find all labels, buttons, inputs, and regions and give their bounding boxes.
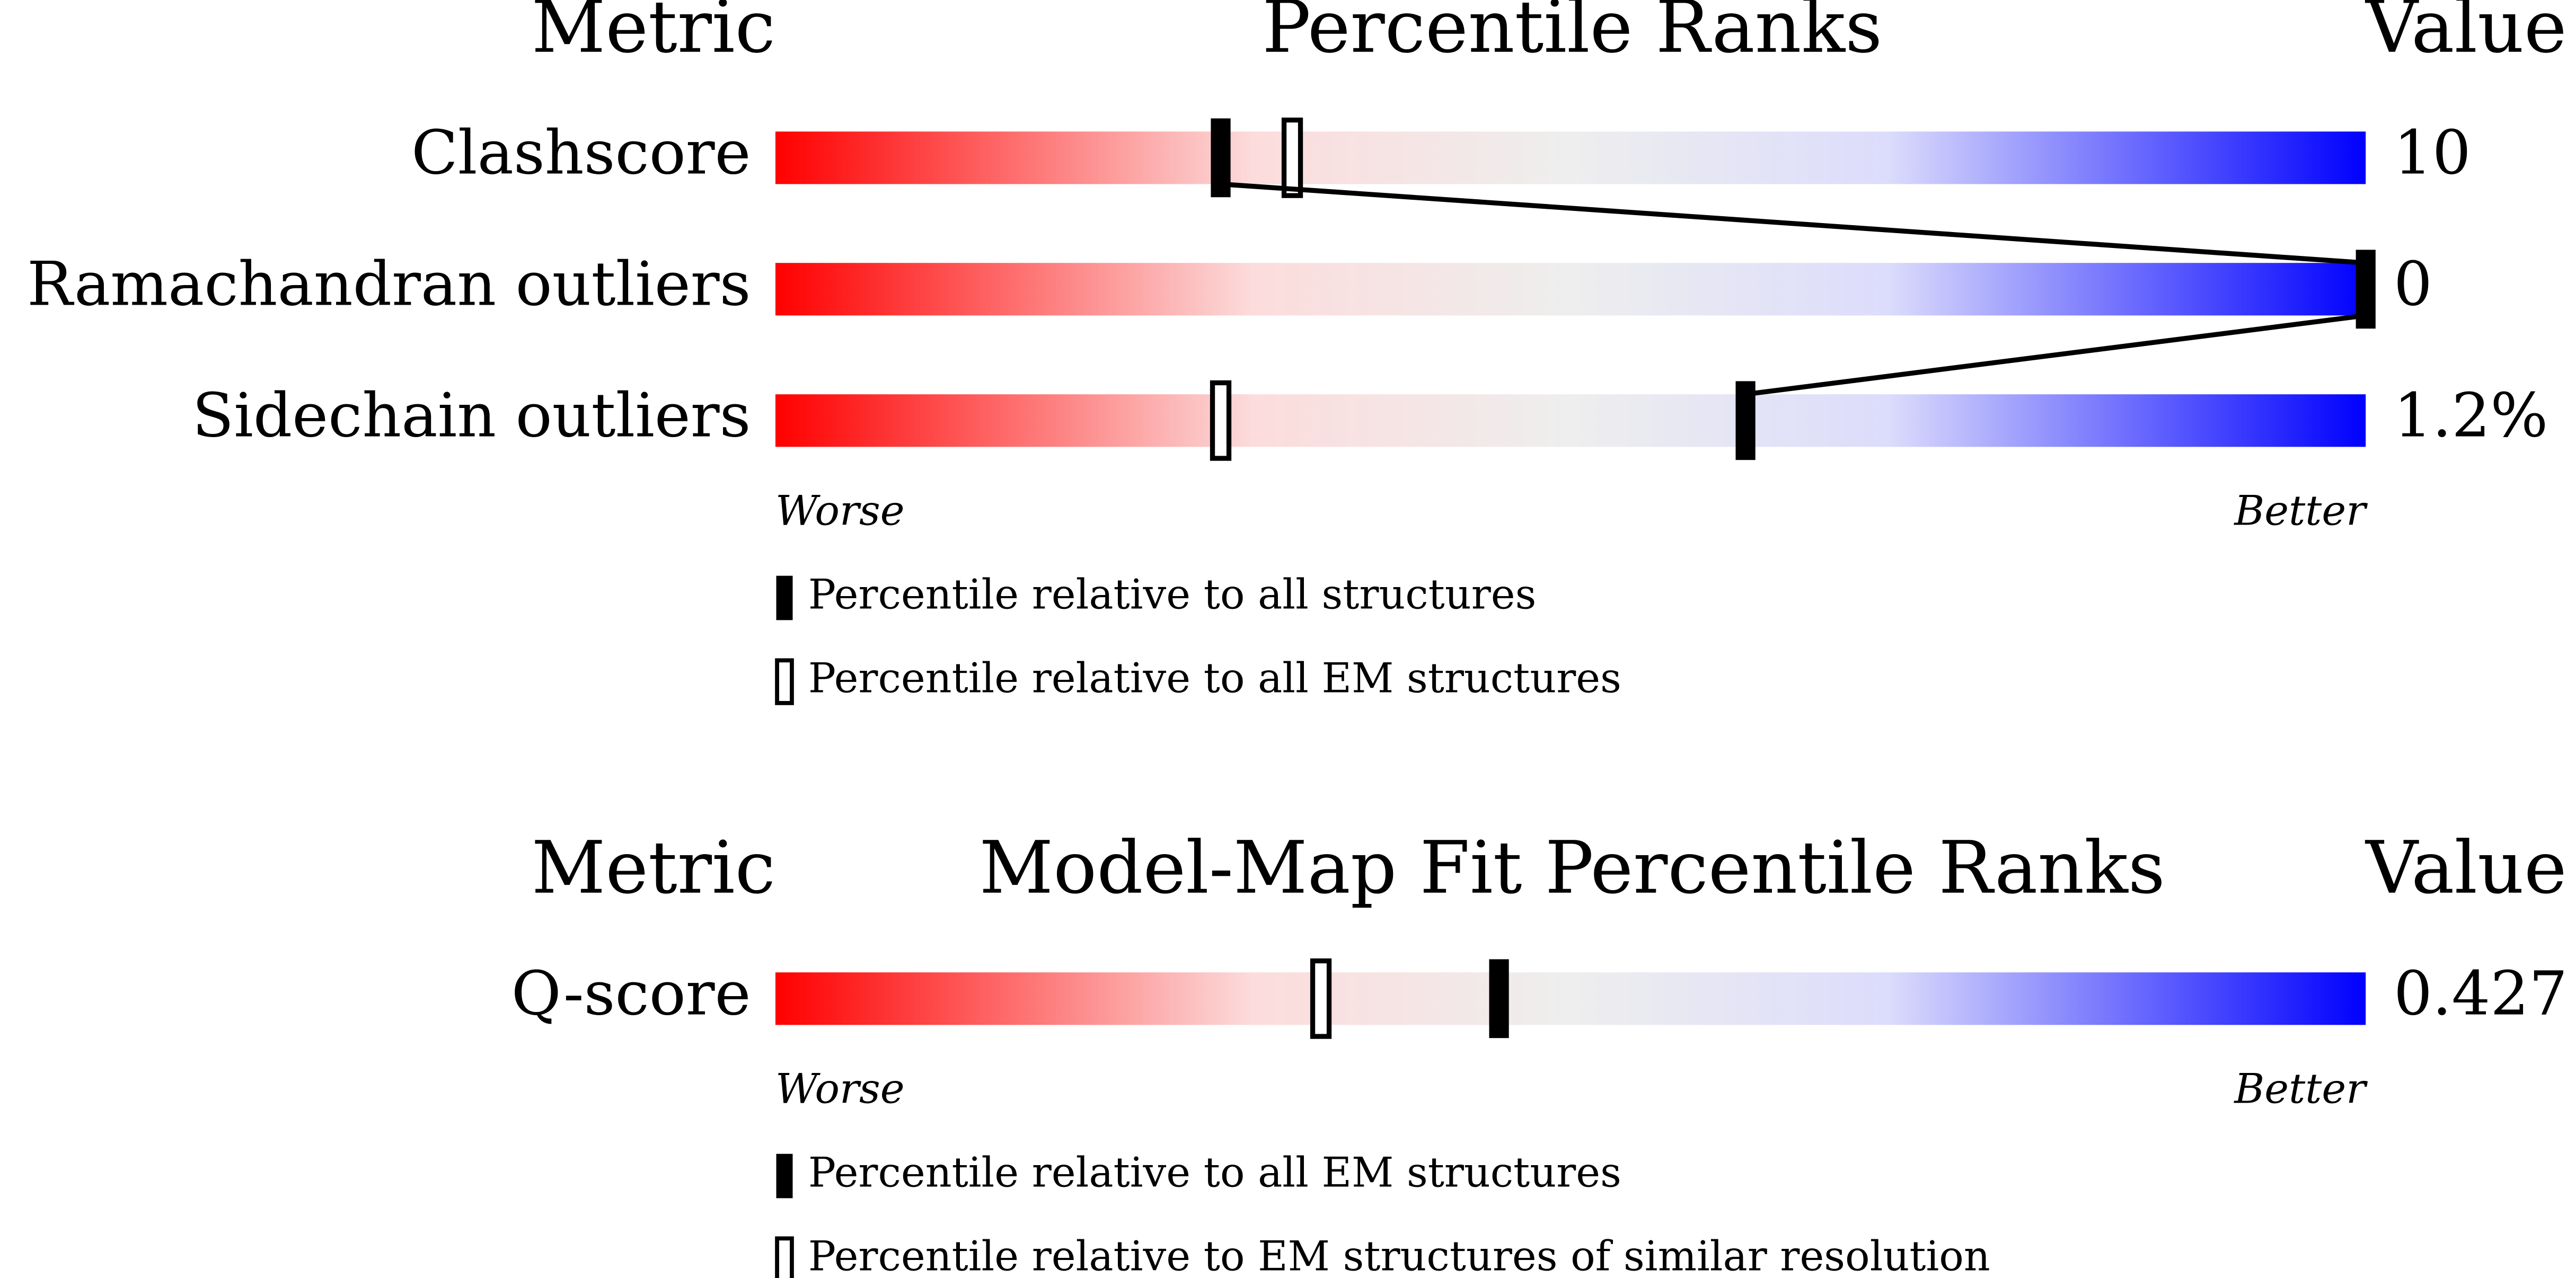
legend-text: Percentile relative to all EM structures	[808, 1149, 1621, 1197]
percentile-mark-subset	[1281, 117, 1303, 198]
percentile-bar	[775, 131, 2366, 184]
better-label: Better	[2233, 487, 2368, 535]
percentile-mark-all	[1735, 381, 1755, 460]
connector	[1220, 181, 2366, 265]
value-header: Value	[2365, 0, 2566, 69]
better-label: Better	[2233, 1065, 2368, 1113]
metric-header: Metric	[532, 826, 775, 910]
metric-value: 10	[2394, 118, 2471, 188]
metric-label: Sidechain outliers	[192, 380, 751, 451]
panel-title: Percentile Ranks	[1262, 0, 1882, 69]
percentile-bar	[775, 972, 2366, 1025]
metric-header: Metric	[532, 0, 775, 69]
legend-icon	[776, 1153, 793, 1199]
legend-icon	[775, 658, 794, 705]
worse-label: Worse	[775, 1065, 905, 1113]
percentile-mark-subset	[1210, 380, 1232, 461]
value-header: Value	[2365, 826, 2566, 910]
metric-value: 0	[2394, 249, 2432, 320]
percentile-bar	[775, 263, 2366, 316]
metric-value: 1.2%	[2394, 380, 2548, 451]
worse-label: Worse	[775, 487, 905, 535]
percentile-mark-subset	[1310, 958, 1332, 1039]
legend-text: Percentile relative to EM structures of …	[808, 1233, 1990, 1278]
metric-label: Ramachandran outliers	[27, 249, 751, 320]
legend-text: Percentile relative to all EM structures	[808, 655, 1621, 703]
legend-text: Percentile relative to all structures	[808, 571, 1536, 619]
metric-label: Clashscore	[411, 118, 751, 188]
connector	[1745, 313, 2366, 397]
percentile-mark-all	[1211, 118, 1231, 198]
percentile-bar	[775, 394, 2366, 447]
legend-icon	[776, 575, 793, 620]
panel-title: Model-Map Fit Percentile Ranks	[980, 826, 2165, 910]
metric-label: Q-score	[511, 958, 751, 1029]
metric-value: 0.427	[2394, 958, 2568, 1029]
legend-icon	[775, 1236, 794, 1278]
percentile-mark-all	[1489, 959, 1509, 1039]
